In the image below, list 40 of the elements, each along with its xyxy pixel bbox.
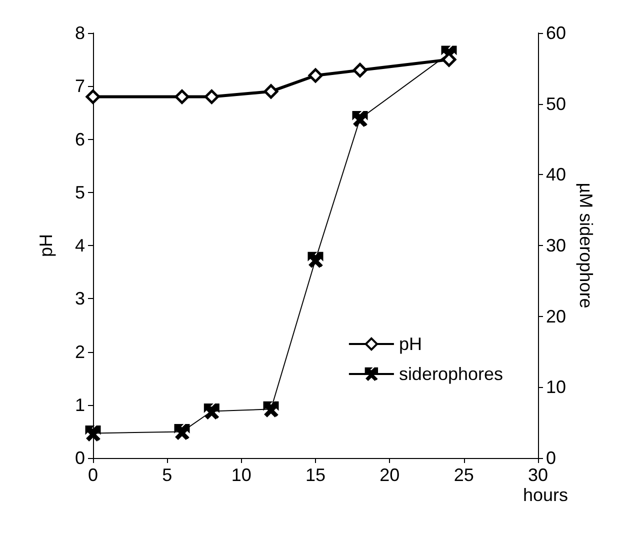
point <box>204 90 219 104</box>
y-tick-label: 4 <box>74 236 85 256</box>
y-tick-label: 7 <box>74 76 85 96</box>
point <box>264 84 278 99</box>
x-tick-label: 20 <box>380 465 400 485</box>
point <box>308 68 323 83</box>
y2-tick-label: 50 <box>546 94 566 114</box>
point <box>174 90 190 104</box>
legend-label: siderophores <box>398 364 503 384</box>
y-tick-label: 2 <box>74 342 85 362</box>
y-tick-label: 1 <box>74 394 85 415</box>
y-tick-label: 6 <box>74 129 85 150</box>
y2-tick-label: 30 <box>546 236 566 256</box>
point <box>308 252 324 268</box>
x-tick-label: 30 <box>528 465 548 485</box>
x-tick-label: 5 <box>162 465 172 485</box>
x-axis-title: hours <box>522 485 568 505</box>
point <box>352 62 368 78</box>
point <box>86 90 100 104</box>
y2-axis-title: µM siderophore <box>576 182 596 308</box>
y-tick-label: 0 <box>74 448 85 468</box>
point <box>352 110 368 126</box>
y-tick-label: 8 <box>74 23 85 43</box>
y-tick-label: 5 <box>74 182 85 202</box>
y2-tick-label: 60 <box>546 23 566 43</box>
point <box>263 401 279 417</box>
point <box>85 425 101 441</box>
y-tick-label: 3 <box>74 288 85 309</box>
point <box>204 404 220 419</box>
x-tick-label: 25 <box>454 465 474 485</box>
point <box>174 424 190 440</box>
y2-tick-label: 0 <box>546 448 556 468</box>
x-tick-label: 10 <box>231 465 252 485</box>
y2-tick-label: 10 <box>546 377 566 398</box>
y2-tick-label: 20 <box>546 306 566 326</box>
y-axis-title: pH <box>36 234 56 258</box>
legend-label: pH <box>398 334 422 354</box>
x-tick-label: 15 <box>305 465 326 485</box>
x-tick-label: 0 <box>88 465 98 485</box>
y2-tick-label: 40 <box>546 164 566 185</box>
